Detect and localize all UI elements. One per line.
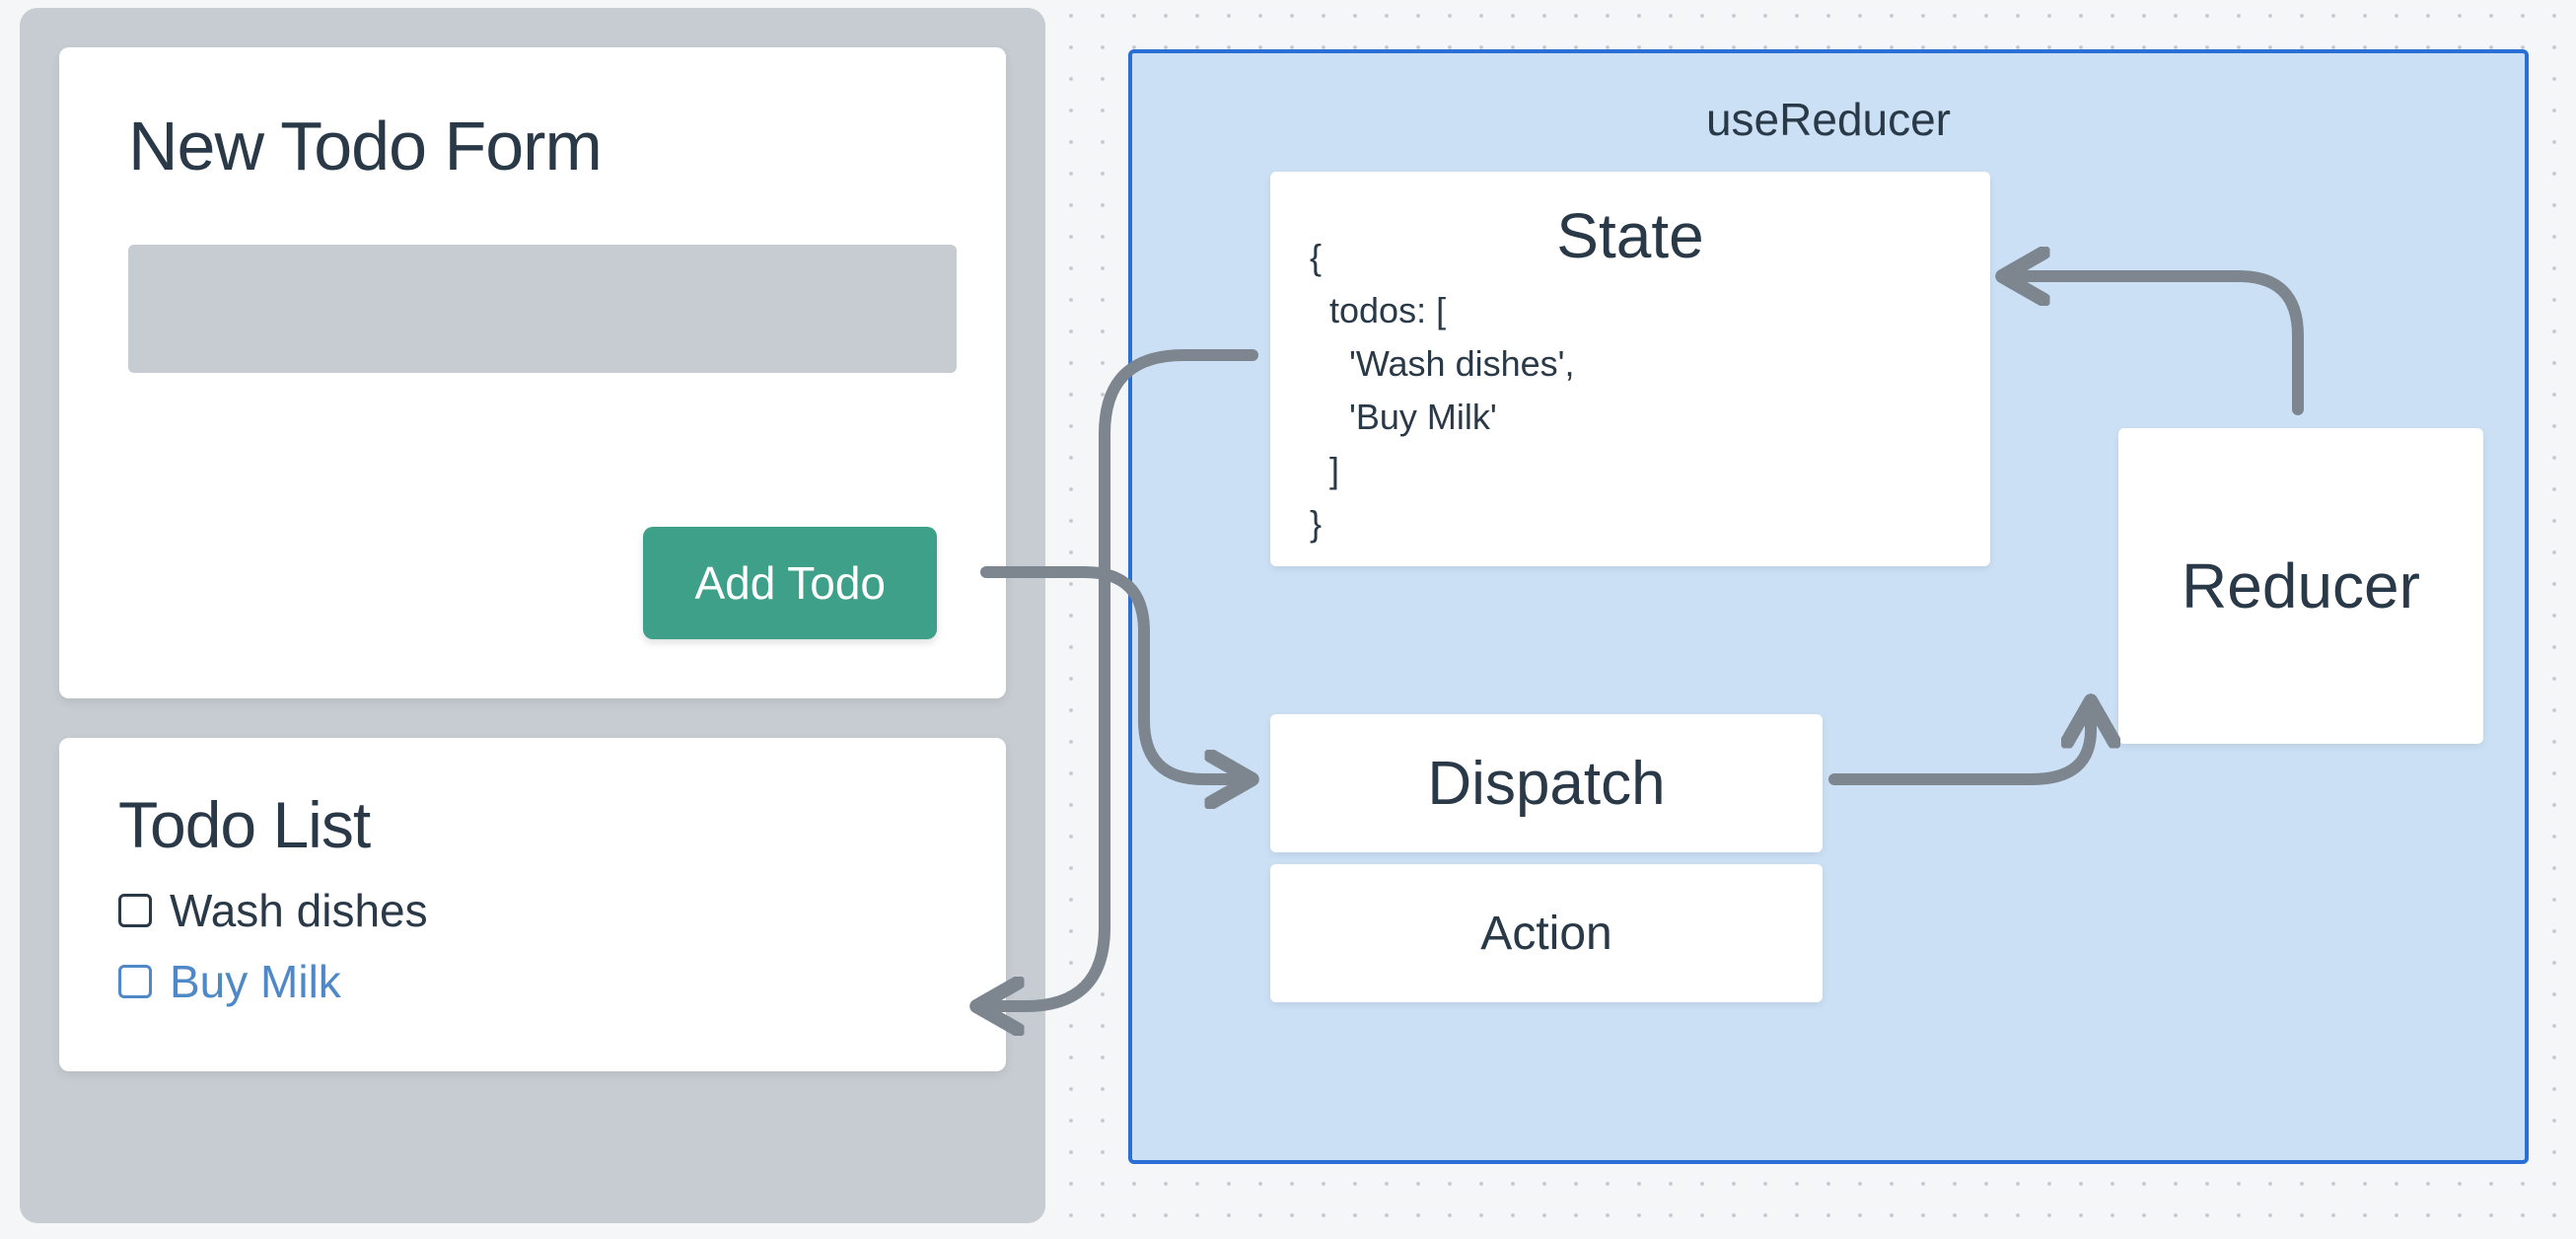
ui-mock-panel: New Todo Form Add Todo Todo List Wash di… xyxy=(20,8,1045,1223)
state-box: State { todos: [ 'Wash dishes', 'Buy Mil… xyxy=(1270,172,1990,566)
todo-item: Wash dishes xyxy=(118,880,947,941)
diagram-canvas: New Todo Form Add Todo Todo List Wash di… xyxy=(0,0,2576,1239)
form-title: New Todo Form xyxy=(128,107,937,185)
todo-item: Buy Milk xyxy=(118,951,947,1012)
reducer-box: Reducer xyxy=(2118,428,2483,744)
state-code: { todos: [ 'Wash dishes', 'Buy Milk' ] } xyxy=(1310,231,1575,550)
new-todo-form-card: New Todo Form Add Todo xyxy=(59,47,1006,698)
todo-item-label: Wash dishes xyxy=(170,880,428,941)
todo-item-label: Buy Milk xyxy=(170,951,341,1012)
todo-text-input[interactable] xyxy=(128,245,957,373)
add-todo-button[interactable]: Add Todo xyxy=(643,527,937,639)
todo-list-card: Todo List Wash dishes Buy Milk xyxy=(59,738,1006,1071)
list-title: Todo List xyxy=(118,787,947,862)
checkbox-icon[interactable] xyxy=(118,894,152,927)
use-reducer-panel: useReducer State { todos: [ 'Wash dishes… xyxy=(1128,49,2529,1164)
use-reducer-label: useReducer xyxy=(1132,93,2525,146)
checkbox-icon[interactable] xyxy=(118,965,152,998)
dispatch-box: Dispatch xyxy=(1270,714,1823,852)
action-box: Action xyxy=(1270,864,1823,1002)
